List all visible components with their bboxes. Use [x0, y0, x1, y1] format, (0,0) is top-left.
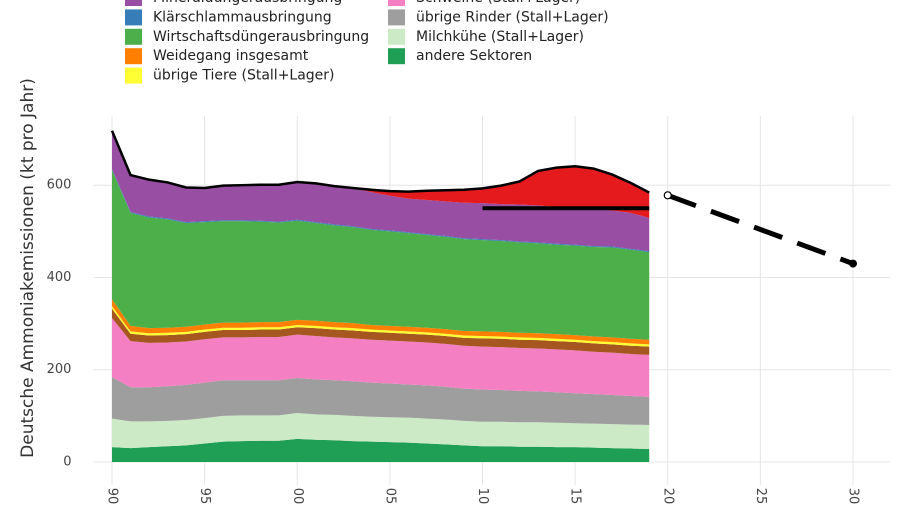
legend-label: Mineraldüngerausbringung [153, 0, 342, 6]
area [112, 306, 650, 347]
area [112, 413, 650, 450]
start-point [663, 191, 672, 200]
area [112, 130, 650, 252]
x-tick-label: 90 [105, 488, 120, 505]
x-tick-label: 00 [290, 488, 305, 505]
x-tick-label: 15 [568, 488, 583, 505]
x-tick-label: 10 [475, 488, 490, 505]
legend-label: Weidegang insgesamt [153, 48, 309, 64]
area [112, 377, 650, 426]
reference-line [666, 192, 854, 266]
x-tick-label: 95 [197, 488, 212, 505]
legend-swatch [125, 9, 142, 26]
legend-label: Schweine (Stall+Lager) [416, 0, 580, 6]
y-tick-label: 0 [63, 454, 71, 469]
legend-label: andere Sektoren [416, 48, 532, 64]
x-tick-label: 20 [660, 488, 675, 505]
legend-swatch [125, 28, 142, 45]
legend-label: Klärschlammausbringung [153, 9, 332, 25]
total-outline [110, 130, 650, 194]
legend-label: Wirtschaftsdüngerausbringung [153, 29, 369, 45]
area [112, 169, 650, 340]
y-tick-label: 600 [47, 178, 72, 193]
x-tick-label: 25 [753, 488, 768, 505]
area [112, 438, 650, 462]
x-tick-label: 30 [846, 488, 861, 505]
x-tick-label: 05 [382, 488, 397, 505]
legend-swatch [125, 0, 142, 6]
legend-swatch [125, 67, 142, 84]
legend-label: übrige Rinder (Stall+Lager) [416, 9, 609, 25]
legend-swatch [125, 48, 142, 65]
y-axis-label: Deutsche Ammoniakemissionen (kt pro Jahr… [18, 78, 38, 458]
legend-swatch [388, 28, 405, 45]
legend-swatch [388, 0, 405, 6]
y-tick-label: 200 [47, 362, 72, 377]
area [112, 299, 650, 345]
area [112, 318, 650, 397]
legend-label: Milchkühe (Stall+Lager) [416, 29, 584, 45]
legend-swatch [388, 48, 405, 65]
legend-swatch [388, 9, 405, 26]
end-point [849, 259, 857, 268]
area [112, 130, 650, 218]
y-tick-label: 400 [47, 270, 72, 285]
legend-label: übrige Tiere (Stall+Lager) [153, 68, 335, 84]
area [112, 308, 650, 355]
